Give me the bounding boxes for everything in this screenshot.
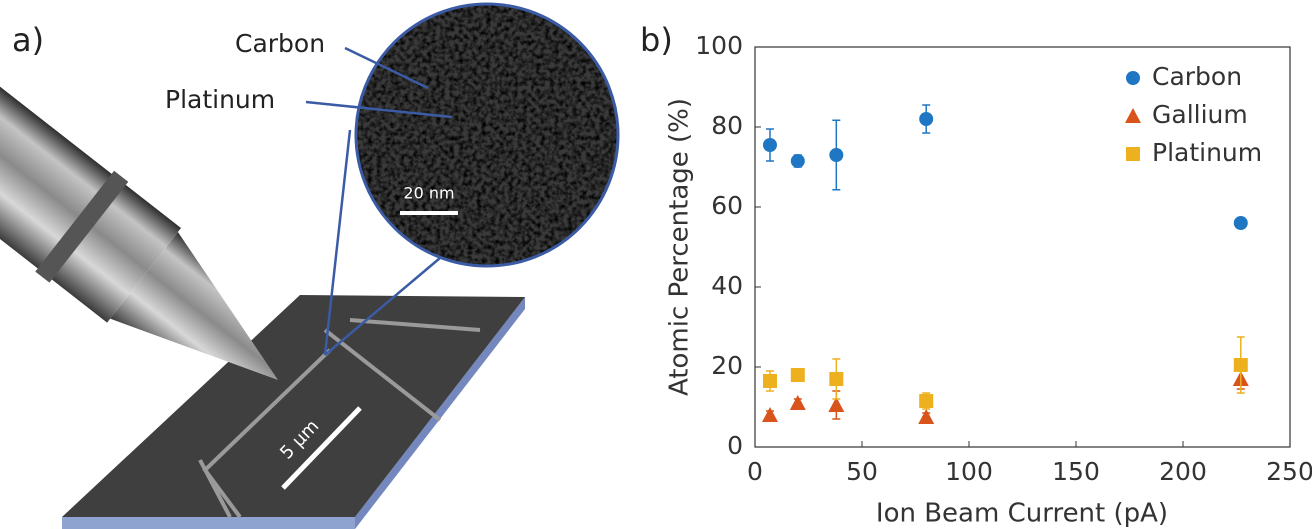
marker <box>763 374 777 388</box>
legend-marker <box>1126 147 1140 161</box>
marker <box>763 138 777 152</box>
panel-label: b) <box>640 21 673 59</box>
label: Carbon <box>235 29 325 58</box>
illustration: 20 nm 5 µm Carbon Platinum <box>0 0 630 529</box>
marker <box>829 372 843 386</box>
label: Platinum <box>165 85 275 114</box>
x-tick-label: 150 <box>1052 457 1100 486</box>
scale-label: 20 nm <box>403 184 454 203</box>
panel-label: a) <box>12 21 44 59</box>
figure: 20 nm 5 µm Carbon Platinum a) b) Ion Bea… <box>0 0 1312 529</box>
marker <box>919 394 933 408</box>
x-tick-label: 0 <box>747 457 763 486</box>
substrate-edge <box>62 517 355 529</box>
legend-marker <box>1126 71 1140 85</box>
y-axis-title: Atomic Percentage (%) <box>665 98 695 396</box>
marker <box>919 112 933 126</box>
tem-texture <box>350 0 630 270</box>
legend-label: Gallium <box>1152 100 1248 129</box>
marker <box>791 154 805 168</box>
x-tick-label: 50 <box>846 457 878 486</box>
marker <box>1234 358 1248 372</box>
y-tick-label: 20 <box>711 351 743 380</box>
marker <box>762 407 778 422</box>
marker <box>791 368 805 382</box>
legend-marker <box>1125 108 1141 123</box>
x-tick-label: 200 <box>1159 457 1207 486</box>
marker <box>790 395 806 410</box>
y-tick-label: 60 <box>711 191 743 220</box>
legend-label: Carbon <box>1152 62 1242 91</box>
x-axis-title: Ion Beam Current (pA) <box>876 499 1168 529</box>
legend-label: Platinum <box>1152 138 1262 167</box>
marker <box>918 409 934 424</box>
y-tick-label: 100 <box>695 31 743 60</box>
y-tick-label: 40 <box>711 271 743 300</box>
y-tick-label: 80 <box>711 111 743 140</box>
x-tick-label: 100 <box>945 457 993 486</box>
marker <box>1234 216 1248 230</box>
x-tick-label: 250 <box>1266 457 1312 486</box>
marker <box>829 148 843 162</box>
y-tick-label: 0 <box>727 431 743 460</box>
